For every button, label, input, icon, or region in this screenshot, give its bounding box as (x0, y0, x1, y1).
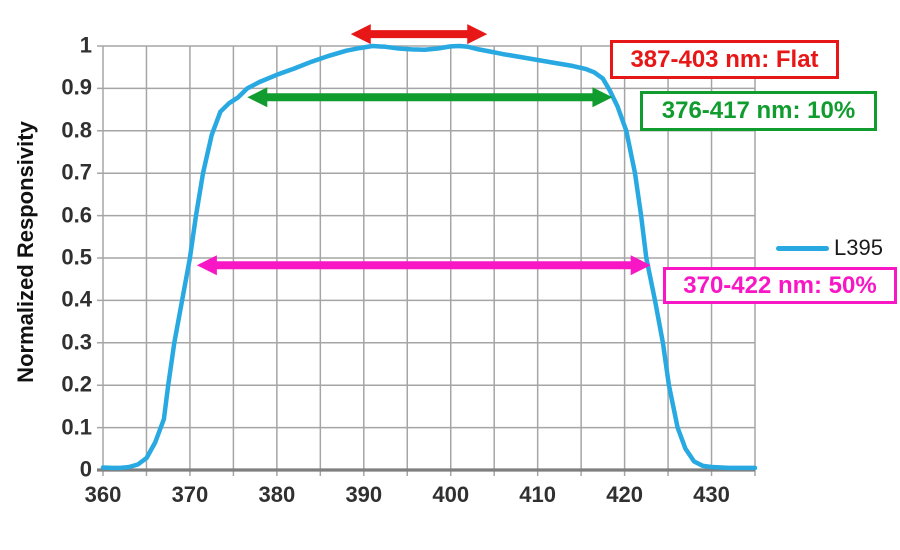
annotation-50pct-range-box: 370-422 nm: 50% (663, 267, 897, 304)
legend-series-label: L395 (834, 235, 883, 260)
annotation-50pct-range-label: 370-422 nm: 50% (683, 271, 877, 299)
annotation-10pct-range-box: 376-417 nm: 10% (640, 91, 877, 131)
annotation-10pct-range-label: 376-417 nm: 10% (661, 97, 856, 124)
annotation-flat-range-box: 387-403 nm: Flat (610, 40, 839, 79)
legend-line-sample (776, 245, 829, 251)
y-axis-title: Normalized Responsivity (13, 121, 38, 383)
legend: L395 (776, 235, 883, 261)
annotation-flat-range-label: 387-403 nm: Flat (630, 45, 819, 73)
